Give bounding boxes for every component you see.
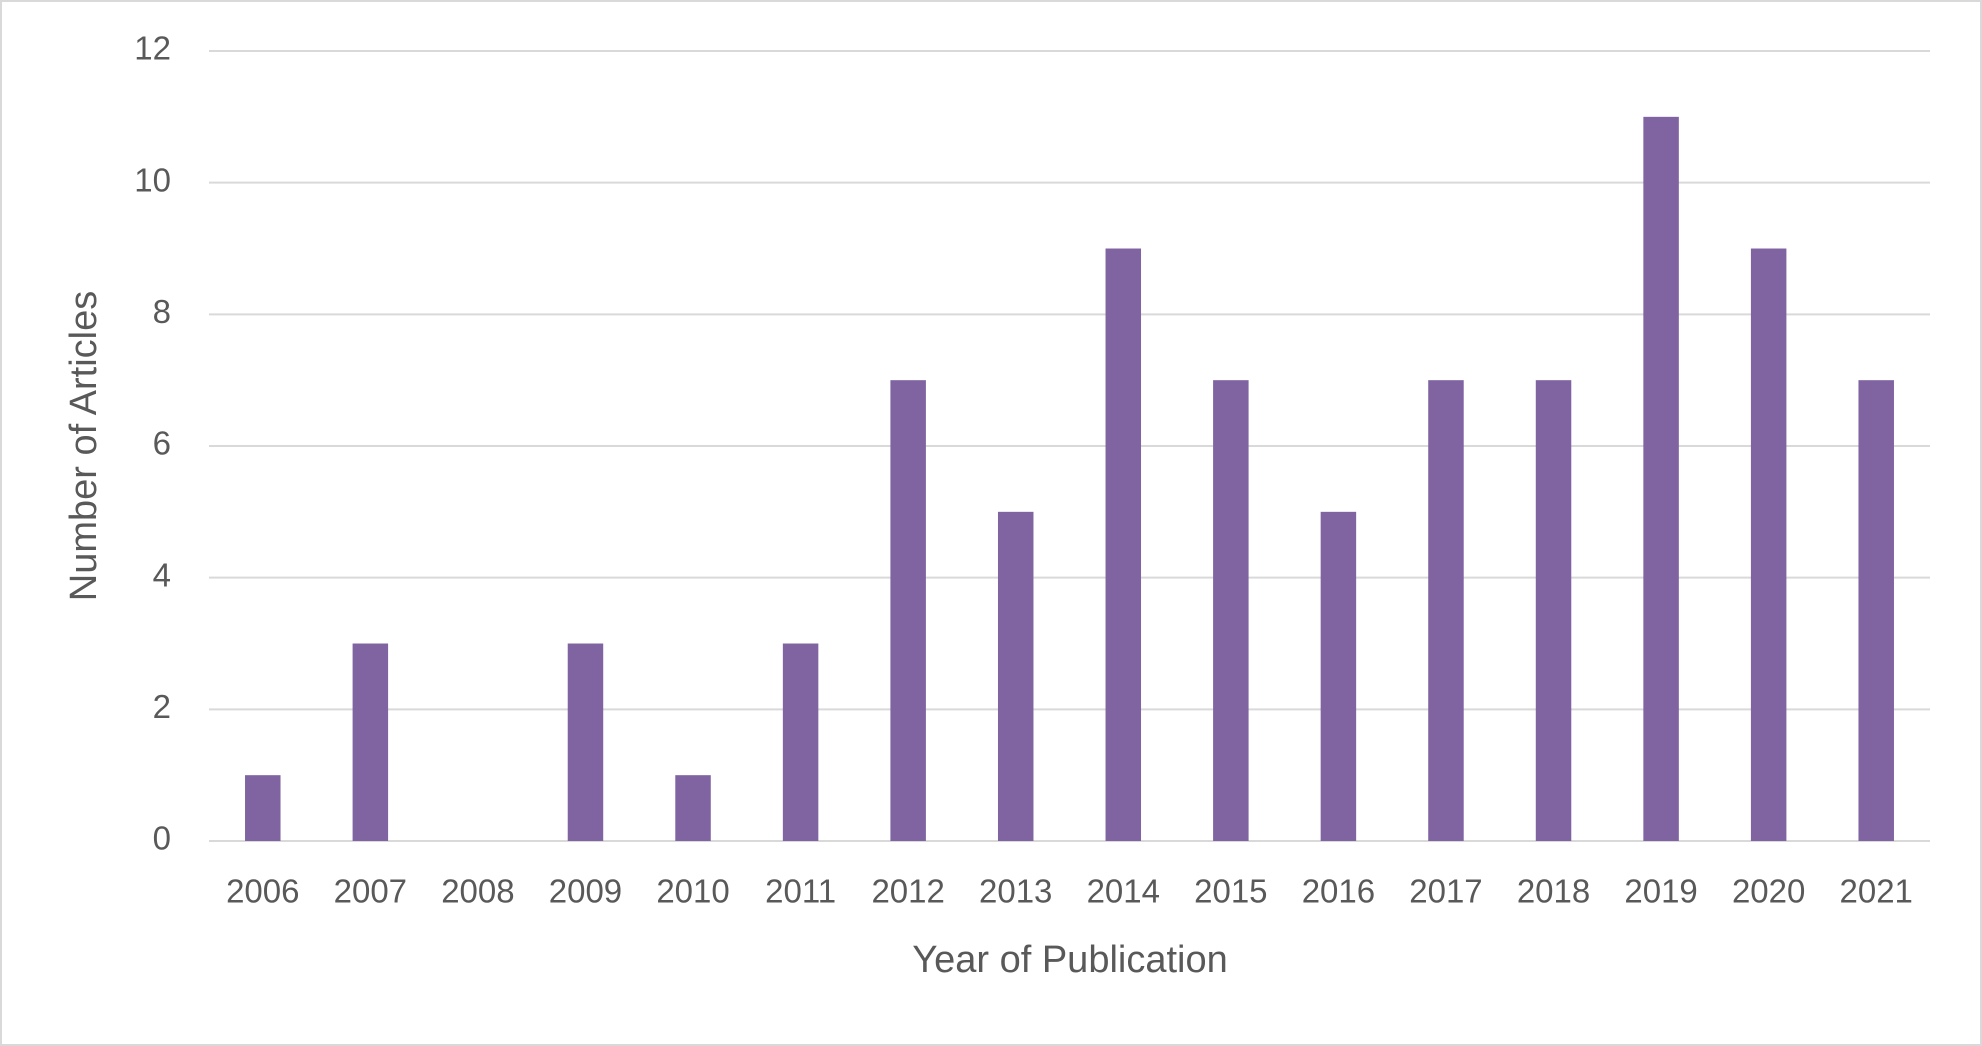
x-tick-label: 2021 — [1840, 873, 1913, 910]
y-tick-label: 0 — [153, 820, 171, 857]
x-tick-label: 2018 — [1517, 873, 1590, 910]
bar — [1643, 116, 1679, 842]
y-tick-label: 2 — [153, 688, 171, 725]
bar — [567, 643, 604, 841]
bar — [782, 643, 819, 841]
bar — [352, 643, 389, 841]
x-tick-label: 2007 — [334, 873, 407, 910]
x-tick-label: 2008 — [441, 873, 514, 910]
y-tick-label: 4 — [153, 556, 171, 593]
bar — [1320, 511, 1357, 841]
x-tick-label: 2013 — [979, 873, 1052, 910]
x-tick-label: 2019 — [1624, 873, 1697, 910]
bar — [245, 775, 281, 841]
y-tick-label: 6 — [153, 425, 171, 462]
x-tick-label: 2011 — [765, 873, 836, 910]
x-tick-label: 2010 — [656, 873, 729, 910]
x-tick-label: 2009 — [549, 873, 622, 910]
bar — [997, 511, 1034, 841]
bar — [1105, 248, 1142, 841]
x-tick-label: 2016 — [1302, 873, 1375, 910]
x-tick-label: 2012 — [871, 873, 944, 910]
bar — [1535, 380, 1572, 841]
x-tick-label: 2014 — [1087, 873, 1160, 910]
bar — [1858, 380, 1894, 841]
x-tick-label: 2020 — [1732, 873, 1805, 910]
y-tick-label: 8 — [153, 293, 171, 330]
x-tick-label: 2006 — [226, 873, 299, 910]
bar — [1213, 380, 1249, 841]
x-tick-label: 2017 — [1409, 873, 1482, 910]
bar — [1428, 380, 1464, 841]
y-tick-label: 12 — [134, 30, 171, 67]
x-axis-title: Year of Publication — [912, 939, 1228, 981]
bar — [890, 380, 926, 841]
y-tick-label: 10 — [134, 161, 171, 198]
y-axis-title: Number of Articles — [63, 291, 105, 601]
bar — [1750, 248, 1787, 841]
x-tick-label: 2015 — [1194, 873, 1267, 910]
bar — [675, 775, 711, 841]
